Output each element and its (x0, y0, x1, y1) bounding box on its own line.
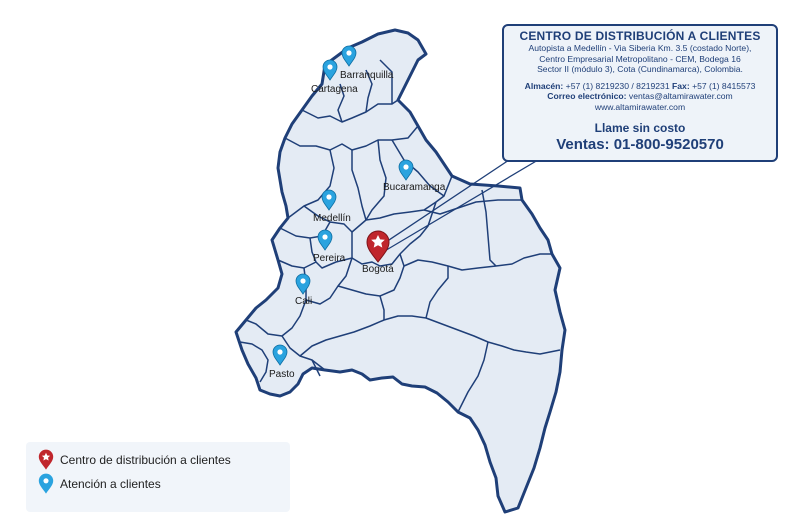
label-bogota: Bogotá (362, 264, 394, 275)
address-line-2: Centro Empresarial Metropolitano - CEM, … (539, 53, 741, 64)
legend-attention-label: Atención a clientes (60, 477, 161, 491)
fax-value: +57 (1) 8415573 (689, 80, 756, 91)
sales-phone: Ventas: 01-800-9520570 (556, 136, 724, 153)
almacen-value: +57 (1) 8219230 / 8219231 (563, 80, 673, 91)
email-value[interactable]: ventas@altamirawater.com (626, 91, 733, 101)
red-star-pin-icon (38, 449, 54, 470)
label-medellin: Medellín (313, 213, 351, 224)
map-legend: Centro de distribución a clientes Atenci… (26, 442, 290, 512)
label-barranquilla: Barranquilla (340, 70, 394, 81)
department-borders (239, 59, 561, 413)
website-link[interactable]: www.altamirawater.com (594, 101, 686, 112)
label-cali: Cali (295, 296, 312, 307)
legend-row-distribution: Centro de distribución a clientes (38, 449, 231, 471)
address-line-1: Autopista a Medellín - Via Siberia Km. 3… (528, 43, 752, 53)
call-title: Llame sin costo (594, 121, 686, 135)
label-bucaramanga: Bucaramanga (383, 182, 446, 193)
label-pasto: Pasto (269, 369, 295, 380)
email-label: Correo electrónico: (547, 91, 627, 101)
email-line: Correo electrónico: ventas@altamirawater… (508, 91, 772, 102)
fax-label: Fax: (672, 80, 690, 91)
blue-pin-icon (38, 473, 54, 494)
address-line-3: Sector II (módulo 3), Cota (Cundinamarca… (537, 64, 743, 74)
distribution-center-info-box: CENTRO DE DISTRIBUCIÓN A CLIENTES Autopi… (502, 24, 778, 162)
label-pereira: Pereira (313, 253, 346, 264)
pin-bogota-distribution[interactable] (366, 230, 390, 263)
label-cartagena: Cartagena (311, 84, 358, 95)
phone-line: Almacén: +57 (1) 8219230 / 8219231 Fax: … (508, 81, 772, 92)
legend-row-attention: Atención a clientes (38, 473, 161, 495)
callout-connector (379, 157, 539, 253)
star-icon (371, 235, 385, 248)
info-title: CENTRO DE DISTRIBUCIÓN A CLIENTES (519, 29, 761, 43)
almacen-label: Almacén: (524, 80, 564, 91)
legend-distribution-label: Centro de distribución a clientes (60, 453, 231, 467)
